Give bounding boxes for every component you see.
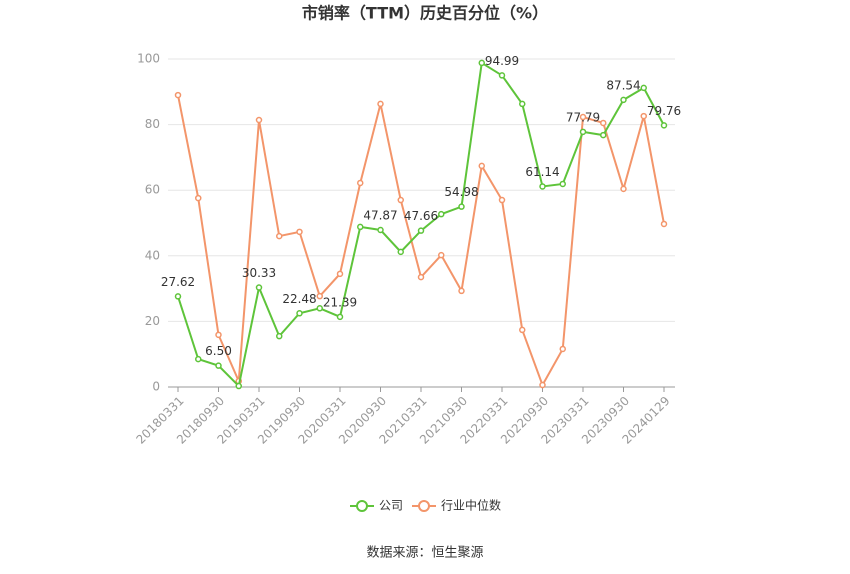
- data-label: 21.39: [323, 295, 357, 309]
- point: [357, 223, 364, 231]
- y-tick-label: 0: [152, 380, 160, 394]
- source-note: 数据来源：恒生聚源: [366, 546, 483, 561]
- point: [174, 91, 182, 99]
- data-label: 54.98: [444, 185, 478, 199]
- y-tick-label: 40: [145, 248, 160, 262]
- chart-title: 市销率（TTM）历史百分位（%）: [302, 4, 548, 23]
- point: [519, 326, 526, 334]
- point: [660, 122, 668, 129]
- point: [539, 183, 546, 190]
- point: [620, 96, 627, 104]
- point: [600, 131, 607, 139]
- series-line: [177, 94, 665, 388]
- point: [174, 293, 182, 300]
- point: [377, 100, 384, 108]
- point: [336, 313, 344, 321]
- point: [519, 100, 526, 108]
- point: [336, 270, 344, 278]
- point: [255, 116, 263, 124]
- point: [660, 220, 668, 228]
- data-label: 22.48: [282, 292, 316, 306]
- point: [397, 248, 404, 256]
- data-label: 79.76: [647, 104, 681, 118]
- point: [498, 196, 506, 204]
- y-tick-label: 80: [145, 117, 160, 131]
- point: [276, 232, 283, 240]
- point: [296, 310, 303, 317]
- point: [458, 287, 465, 295]
- point: [235, 382, 242, 390]
- point: [215, 331, 222, 339]
- y-tick-label: 60: [145, 183, 160, 197]
- data-label: 61.14: [525, 165, 559, 179]
- point: [296, 228, 303, 236]
- point: [276, 332, 283, 340]
- point: [620, 185, 627, 193]
- legend-label: 行业中位数: [441, 498, 501, 513]
- legend-marker: [418, 500, 430, 512]
- point: [640, 112, 647, 120]
- point: [417, 227, 425, 234]
- y-tick-label: 20: [145, 314, 160, 328]
- point: [539, 381, 546, 389]
- point: [377, 226, 384, 234]
- legend-marker: [356, 500, 368, 512]
- point: [478, 59, 485, 67]
- point: [579, 113, 587, 121]
- point: [458, 203, 465, 210]
- point: [255, 284, 263, 291]
- data-label: 87.54: [606, 78, 640, 92]
- point: [195, 194, 202, 202]
- point: [478, 162, 485, 170]
- data-label: 6.50: [205, 344, 232, 358]
- data-label: 77.79: [566, 110, 600, 124]
- y-tick-label: 100: [137, 52, 160, 66]
- point: [640, 84, 647, 92]
- point: [357, 179, 364, 187]
- point: [559, 180, 566, 188]
- point: [579, 128, 587, 136]
- legend-label: 公司: [379, 499, 403, 513]
- point: [438, 251, 445, 259]
- point: [438, 210, 445, 218]
- point: [215, 362, 222, 369]
- point: [559, 345, 566, 353]
- data-label: 47.87: [363, 208, 397, 222]
- point: [397, 196, 404, 204]
- data-label: 30.33: [242, 266, 276, 280]
- data-label: 27.62: [161, 275, 195, 289]
- point: [600, 119, 607, 127]
- data-label: 94.99: [485, 54, 519, 68]
- point: [417, 273, 425, 281]
- legend-item[interactable]: 行业中位数: [412, 498, 501, 513]
- point: [316, 292, 323, 300]
- point: [498, 72, 506, 79]
- point: [195, 355, 202, 363]
- legend-item[interactable]: 公司: [350, 499, 403, 513]
- point: [316, 305, 323, 312]
- data-label: 47.66: [404, 209, 438, 223]
